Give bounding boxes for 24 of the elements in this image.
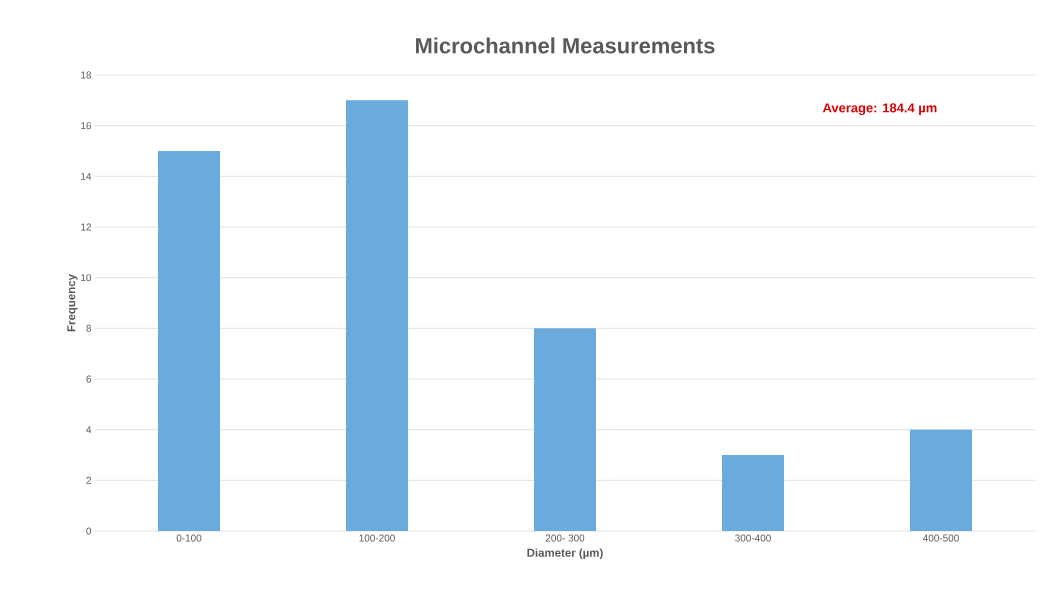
- x-tick-label: 400-500: [922, 534, 959, 542]
- y-tick-label: 18: [81, 71, 92, 79]
- x-tick-label: 100-200: [359, 534, 395, 542]
- y-tick-label: 4: [86, 426, 92, 434]
- bar: [910, 429, 973, 531]
- x-tick-label: 0-100: [176, 534, 202, 542]
- x-tick-label: 300-400: [735, 534, 771, 542]
- bar: [534, 328, 596, 531]
- bar: [722, 455, 785, 531]
- y-tick-label: 0: [86, 527, 92, 535]
- y-tick-label: 2: [86, 476, 91, 484]
- chart-title: Microchannel Measurements: [416, 37, 715, 54]
- x-tick-label: 200- 300: [545, 534, 585, 542]
- y-tick-label: 6: [86, 375, 92, 383]
- bar: [158, 151, 220, 531]
- y-tick-label: 10: [81, 274, 92, 282]
- y-tick-label: 16: [81, 122, 92, 130]
- y-axis-title: Frequency: [67, 274, 78, 332]
- x-axis-title: Diameter (µm): [527, 548, 603, 560]
- y-tick-label: 8: [86, 324, 92, 332]
- annotation: Average: 184.4 µm: [822, 103, 937, 116]
- bar: [346, 100, 408, 531]
- y-tick-label: 12: [81, 223, 91, 231]
- y-tick-label: 14: [81, 172, 92, 180]
